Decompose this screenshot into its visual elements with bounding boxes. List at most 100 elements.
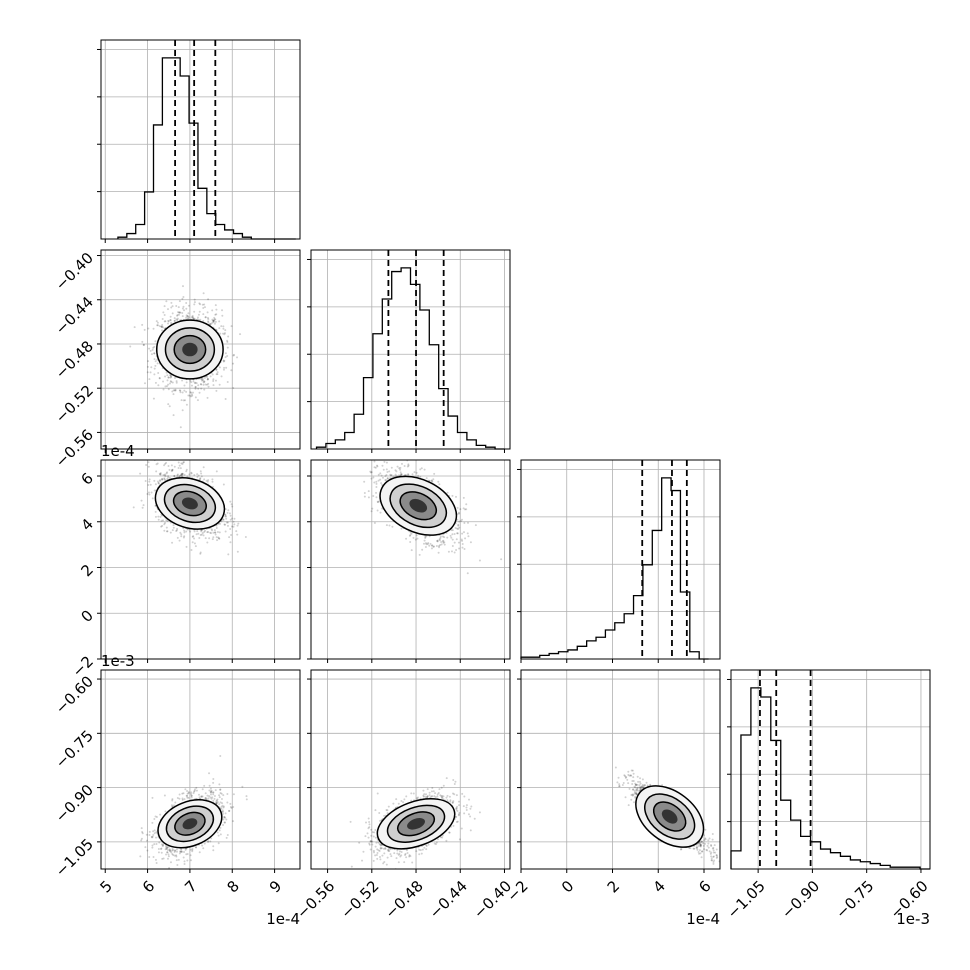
scatter-point <box>232 520 235 523</box>
scatter-point <box>189 395 192 398</box>
scatter-point <box>420 467 423 470</box>
scatter-point <box>175 304 178 307</box>
scatter-point <box>148 480 151 483</box>
scatter-point <box>167 376 170 379</box>
scatter-point <box>168 476 171 479</box>
scatter-point <box>207 530 210 533</box>
scatter-point <box>230 503 233 506</box>
scatter-point <box>206 316 209 319</box>
scatter-point <box>215 801 218 804</box>
scatter-point <box>204 537 207 540</box>
scatter-point <box>189 854 192 857</box>
scatter-point <box>195 451 197 453</box>
scatter-point <box>203 530 206 533</box>
scatter-point <box>207 321 210 324</box>
scatter-point <box>133 326 136 329</box>
scatter-point <box>212 319 215 322</box>
scatter-point <box>438 546 441 549</box>
scatter-point <box>186 475 189 478</box>
scatter-point <box>190 381 193 384</box>
scatter-point <box>164 375 167 378</box>
scatter-point <box>186 796 189 799</box>
scatter-point <box>167 319 170 322</box>
scatter-point <box>391 525 394 528</box>
scatter-point <box>153 829 156 832</box>
scatter-point <box>226 381 229 384</box>
scatter-point <box>456 532 459 535</box>
scatter-point <box>463 521 466 524</box>
scatter-point <box>363 492 366 495</box>
scatter-point <box>214 313 217 316</box>
scatter-point <box>173 317 176 320</box>
scatter-point <box>186 317 189 320</box>
scatter-point <box>176 474 179 477</box>
scatter-point <box>225 517 228 520</box>
scatter-point <box>450 536 453 539</box>
scatter-point <box>228 536 231 539</box>
scatter-point <box>385 461 388 464</box>
scatter-point <box>161 524 164 527</box>
scatter-point <box>142 343 145 346</box>
scatter-point <box>168 382 171 385</box>
scatter-point <box>464 508 467 511</box>
scatter-point <box>439 536 442 539</box>
scatter-point <box>170 464 173 467</box>
scatter-point <box>147 461 150 464</box>
scatter-point <box>164 522 167 525</box>
scatter-point <box>169 373 172 376</box>
scatter-point <box>436 539 439 542</box>
scatter-point <box>180 474 183 477</box>
scatter-point <box>455 549 458 552</box>
scatter-point <box>430 547 433 550</box>
scatter-point <box>178 311 181 314</box>
scatter-point <box>224 523 227 526</box>
scatter-point <box>451 544 454 547</box>
scatter-point <box>181 307 184 310</box>
scatter-point <box>224 514 227 517</box>
scatter-point <box>433 472 436 475</box>
scatter-point <box>151 497 154 500</box>
histogram-panel <box>97 39 301 243</box>
scatter-point <box>175 380 178 383</box>
scatter-point <box>380 482 383 485</box>
contour-line <box>389 483 448 529</box>
panel-frame <box>310 249 511 450</box>
scatter-point <box>423 468 426 471</box>
scatter-point <box>369 470 372 473</box>
scatter-point <box>431 544 434 547</box>
scatter-point <box>393 450 395 452</box>
scatter-point <box>223 523 226 526</box>
scatter-point <box>381 476 384 479</box>
scatter-point <box>156 324 159 327</box>
scatter-point <box>185 301 188 304</box>
scatter-point <box>176 473 179 476</box>
scatter-point <box>163 523 166 526</box>
scatter-point <box>450 529 453 532</box>
scatter-point <box>377 479 380 482</box>
scatter-point <box>186 315 189 318</box>
scatter-point <box>465 503 468 506</box>
scatter-point <box>148 378 151 381</box>
scatter-point <box>180 462 183 465</box>
scatter-point <box>430 479 433 482</box>
scatter-point <box>150 491 153 494</box>
scatter-point <box>152 397 155 400</box>
scatter-point <box>181 311 184 314</box>
scatter-point <box>201 379 204 382</box>
scatter-point <box>451 533 454 536</box>
scatter-point <box>407 474 410 477</box>
panel-frame <box>520 459 721 660</box>
scatter-point <box>215 368 218 371</box>
scatter-point <box>370 471 373 474</box>
scatter-point <box>159 473 162 476</box>
scatter-point <box>196 318 199 321</box>
scatter-point <box>193 298 196 301</box>
scatter-point <box>191 316 194 319</box>
scatter-point <box>204 383 207 386</box>
scatter-point <box>222 325 225 328</box>
scatter-point <box>157 481 160 484</box>
scatter-point <box>185 381 188 384</box>
scatter-point <box>167 855 170 858</box>
scatter-point <box>183 529 186 532</box>
scatter-point <box>217 536 220 539</box>
